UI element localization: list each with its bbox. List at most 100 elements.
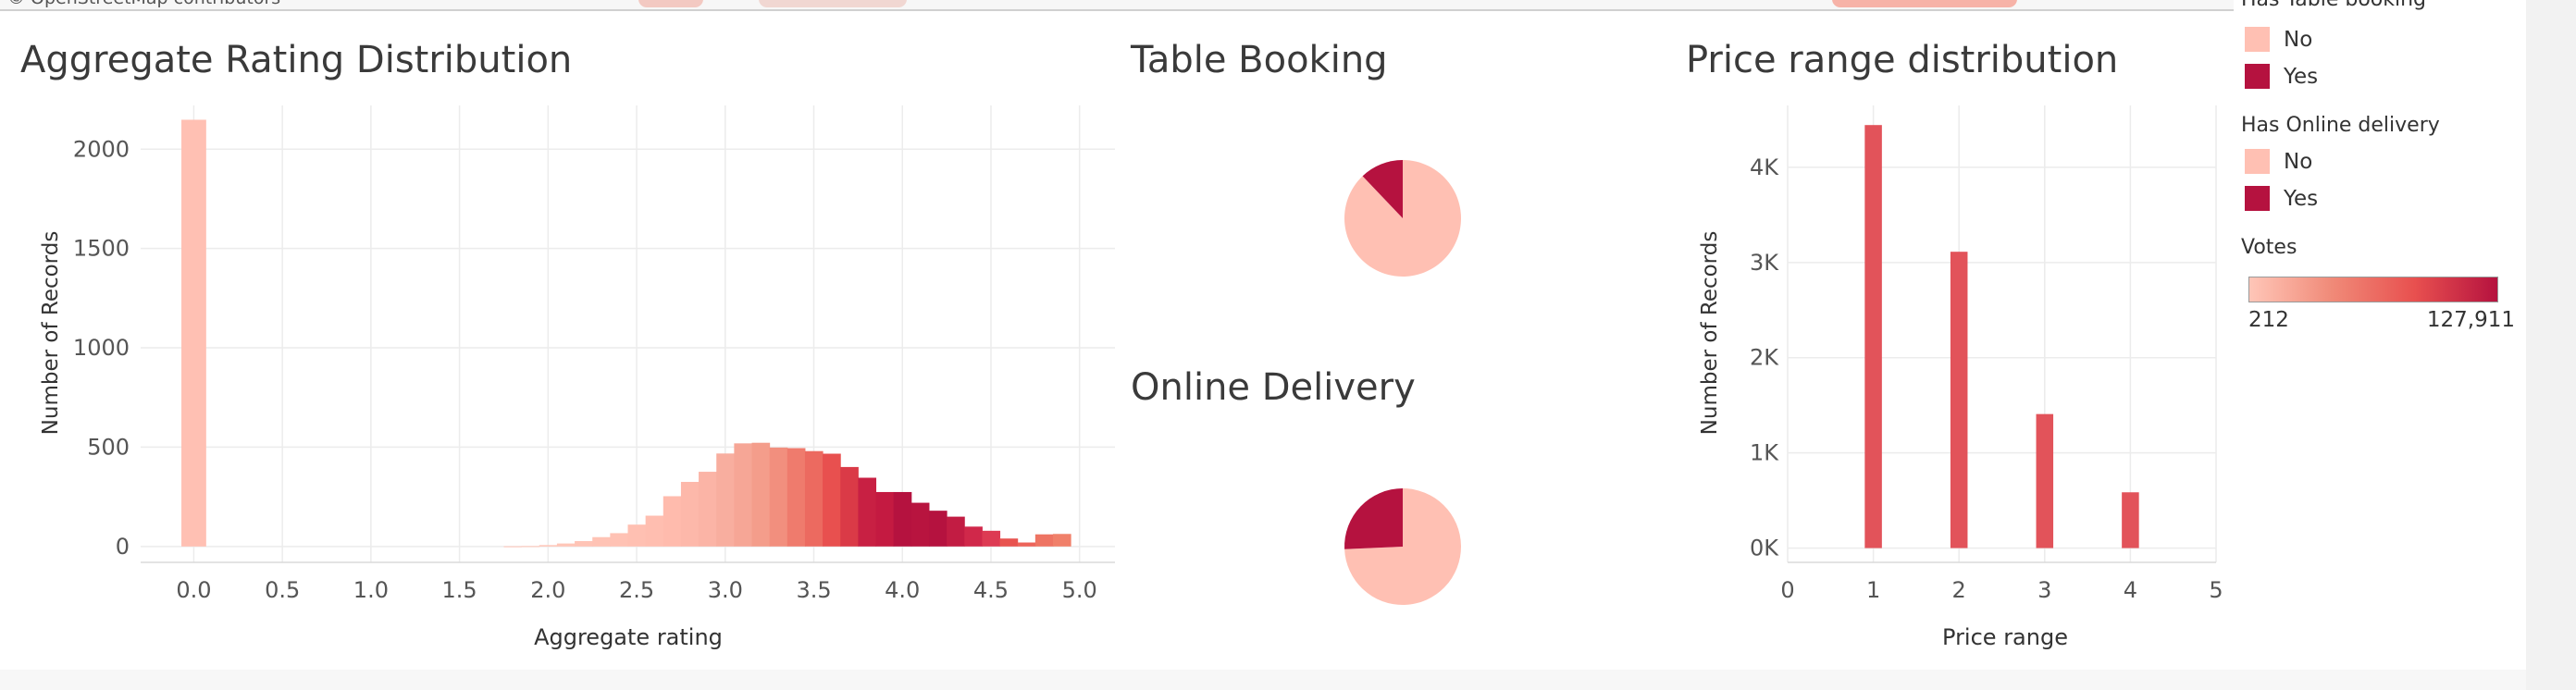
rating-histogram[interactable]: 0.0 0.5 1.0 1.5 2.0 2.5 3.0 3.5 4.0 4.5 5.0 0 500 10… [0, 92, 1138, 666]
rating-bar[interactable] [1052, 534, 1071, 547]
rating-y-tick-label: 500 [87, 434, 130, 460]
rating-bar[interactable] [539, 545, 558, 547]
map-region-shape [759, 0, 907, 7]
votes-color-gradient [2248, 277, 2498, 302]
price-y-tick-label: 0K [1750, 536, 1779, 561]
rating-bar[interactable] [627, 524, 647, 547]
rating-x-tick-label: 3.0 [708, 577, 743, 603]
price-x-tick-label: 3 [2037, 577, 2051, 603]
price-x-ticks: 0 1 2 3 4 5 [1780, 577, 2223, 603]
rating-bar[interactable] [858, 477, 877, 547]
pie-slice-yes[interactable] [1362, 160, 1403, 218]
table-booking-legend-title: Has Table booking [2241, 0, 2426, 11]
table-booking-title: Table Booking [1131, 39, 1388, 81]
map-region-shape [1832, 0, 2017, 7]
legend-swatch-no [2245, 149, 2270, 174]
rating-bar[interactable] [680, 482, 700, 547]
map-region-shape [638, 0, 703, 7]
price-y-axis-label: Number of Records [1698, 231, 1722, 436]
price-x-tick-label: 1 [1866, 577, 1880, 603]
rating-bar[interactable] [964, 526, 983, 547]
pie-slice-no[interactable] [1344, 488, 1461, 605]
rating-bar[interactable] [910, 502, 930, 547]
rating-bar[interactable] [928, 511, 947, 547]
rating-bar[interactable] [716, 453, 735, 547]
rating-bar[interactable] [556, 543, 576, 547]
price-x-tick-label: 2 [1952, 577, 1966, 603]
price-range-title: Price range distribution [1686, 39, 2119, 81]
rating-bar[interactable] [751, 442, 771, 547]
rating-y-tick-label: 1500 [73, 236, 130, 262]
rating-x-tick-label: 0.5 [265, 577, 300, 603]
price-y-tick-label: 4K [1750, 154, 1779, 180]
rating-bar[interactable] [575, 541, 593, 547]
rating-bar[interactable] [893, 491, 912, 547]
rating-bar[interactable] [1017, 542, 1036, 547]
legend-label-no: No [2284, 28, 2313, 52]
rating-y-tick-label: 0 [116, 534, 130, 560]
rating-x-tick-label: 1.5 [442, 577, 477, 603]
rating-bar[interactable] [823, 453, 841, 547]
votes-min-label: 212 [2248, 308, 2289, 332]
price-range-bar-chart[interactable]: 0 1 2 3 4 5 0K 1K 2K 3K 4K Price range Number of … [1684, 92, 2239, 666]
rating-x-tick-label: 2.0 [530, 577, 565, 603]
rating-x-axis-label: Aggregate rating [534, 624, 723, 650]
price-x-axis-label: Price range [1942, 624, 2068, 650]
rating-bar[interactable] [592, 536, 611, 547]
rating-x-tick-label: 4.0 [885, 577, 920, 603]
votes-legend-title: Votes [2241, 236, 2297, 259]
rating-bar[interactable] [1034, 534, 1054, 547]
rating-bars [181, 119, 1071, 548]
online-delivery-pie[interactable] [1338, 482, 1468, 611]
table-booking-pie[interactable] [1338, 154, 1468, 283]
online-delivery-legend-title: Has Online delivery [2241, 114, 2440, 137]
rating-bar[interactable] [786, 448, 806, 547]
rating-y-axis-label: Number of Records [39, 231, 63, 436]
rating-bar[interactable] [999, 538, 1019, 547]
rating-bar[interactable] [875, 491, 895, 547]
rating-x-ticks: 0.0 0.5 1.0 1.5 2.0 2.5 3.0 3.5 4.0 4.5 5.0 [176, 577, 1096, 603]
price-x-tick-label: 5 [2209, 577, 2223, 603]
price-bar[interactable] [2036, 413, 2054, 548]
price-y-tick-label: 2K [1750, 345, 1779, 371]
rating-bar[interactable] [840, 466, 859, 547]
votes-max-label: 127,911 [2426, 308, 2515, 332]
price-x-tick-label: 0 [1780, 577, 1794, 603]
rating-bar[interactable] [521, 546, 540, 548]
price-bars [1864, 125, 2139, 548]
legend-label-yes: Yes [2284, 187, 2319, 211]
rating-x-tick-label: 4.5 [973, 577, 1009, 603]
online-delivery-title: Online Delivery [1131, 366, 1416, 409]
rating-x-tick-label: 1.0 [353, 577, 389, 603]
bottom-strip [0, 670, 2526, 690]
rating-y-tick-label: 2000 [73, 136, 130, 162]
rating-bar[interactable] [503, 546, 523, 548]
price-bar[interactable] [1950, 252, 1968, 548]
legend-label-no: No [2284, 150, 2313, 174]
rating-bar[interactable] [734, 443, 753, 547]
rating-y-ticks: 0 500 1000 1500 2000 [73, 136, 130, 560]
rating-bar[interactable] [181, 119, 206, 547]
rating-bar[interactable] [804, 450, 824, 547]
rating-bar[interactable] [699, 472, 717, 547]
rating-bar[interactable] [663, 496, 682, 547]
map-strip[interactable]: © OpenStreetMap contributors [0, 0, 2234, 11]
rating-y-tick-label: 1000 [73, 335, 130, 361]
rating-bar[interactable] [982, 530, 1001, 547]
rating-x-tick-label: 2.5 [619, 577, 654, 603]
price-bar[interactable] [1864, 125, 1882, 548]
legend-swatch-yes [2245, 186, 2270, 211]
scrollbar-track[interactable] [2526, 0, 2576, 690]
rating-bar[interactable] [947, 516, 965, 547]
rating-bar[interactable] [645, 515, 664, 547]
price-y-tick-label: 3K [1750, 250, 1779, 276]
rating-grid [141, 105, 1115, 563]
rating-bar[interactable] [610, 533, 628, 547]
rating-bar[interactable] [769, 447, 788, 547]
price-y-tick-label: 1K [1750, 440, 1779, 466]
pie-slice-yes[interactable] [1344, 488, 1403, 549]
price-grid [1787, 105, 2217, 563]
price-bar[interactable] [2122, 492, 2139, 548]
legend-label-yes: Yes [2284, 65, 2319, 89]
rating-x-tick-label: 5.0 [1062, 577, 1097, 603]
